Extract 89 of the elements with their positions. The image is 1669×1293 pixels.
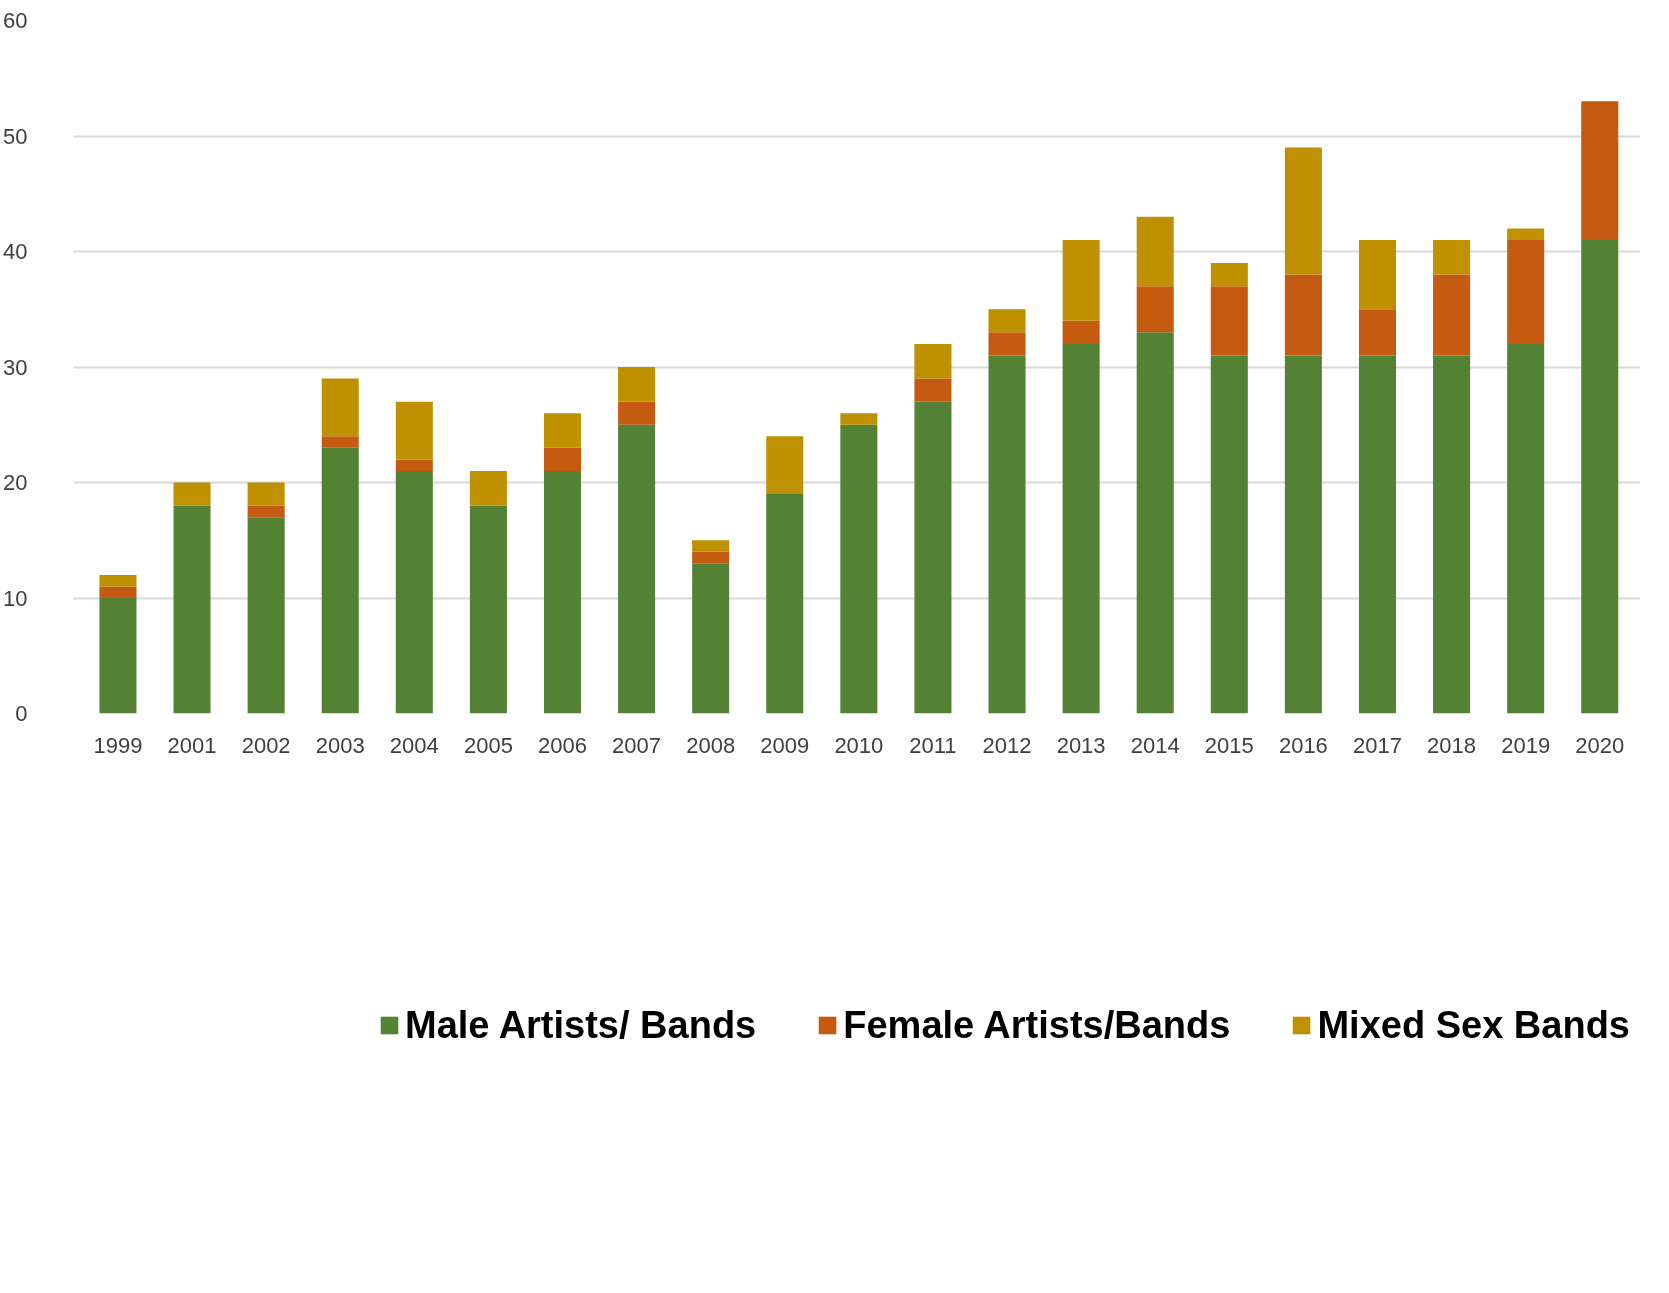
bar bbox=[99, 586, 137, 598]
y-tick-label: 30 bbox=[3, 354, 28, 380]
x-tick-label: 2017 bbox=[1353, 732, 1402, 758]
bar bbox=[469, 505, 507, 714]
legend-label: Mixed Sex Bands bbox=[1317, 1003, 1630, 1047]
bar bbox=[1507, 228, 1545, 240]
x-tick-label: 2014 bbox=[1130, 732, 1180, 758]
x-tick-label: 1999 bbox=[93, 732, 143, 758]
bar bbox=[1062, 343, 1100, 714]
x-tick-label: 2004 bbox=[389, 732, 439, 758]
bar bbox=[618, 367, 656, 402]
bar bbox=[543, 470, 582, 714]
y-tick-label: 20 bbox=[3, 470, 28, 495]
bar bbox=[692, 563, 730, 714]
bar bbox=[1284, 147, 1322, 275]
bar bbox=[1507, 343, 1545, 714]
x-tick-label: 2009 bbox=[760, 732, 810, 758]
bar bbox=[173, 505, 211, 714]
bar bbox=[247, 517, 285, 714]
bar bbox=[1062, 239, 1100, 321]
bar bbox=[469, 470, 507, 506]
x-tick-label: 2002 bbox=[241, 732, 291, 758]
bar bbox=[543, 447, 582, 471]
bar bbox=[99, 574, 137, 587]
bar bbox=[247, 482, 285, 506]
x-tick-label: 2001 bbox=[167, 732, 217, 758]
bar bbox=[766, 494, 804, 714]
x-tick-label: 2003 bbox=[315, 732, 365, 758]
x-tick-label: 2020 bbox=[1575, 732, 1625, 758]
legend-label: Male Artists/ Bands bbox=[405, 1003, 757, 1047]
bar bbox=[1433, 274, 1471, 356]
bar bbox=[914, 343, 952, 379]
x-tick-label: 2006 bbox=[538, 732, 587, 758]
bar bbox=[988, 355, 1026, 714]
x-tick-label: 2016 bbox=[1278, 732, 1328, 758]
bar bbox=[321, 378, 359, 437]
x-tick-label: 2005 bbox=[463, 732, 513, 758]
bar bbox=[914, 401, 952, 714]
bar bbox=[1062, 320, 1100, 344]
y-tick-label: 40 bbox=[3, 239, 28, 264]
bar bbox=[1358, 239, 1396, 310]
x-tick-label: 2007 bbox=[612, 732, 662, 758]
y-tick-label: 50 bbox=[3, 123, 28, 149]
x-tick-label: 2018 bbox=[1427, 732, 1477, 758]
bar bbox=[692, 551, 730, 564]
bar bbox=[914, 378, 952, 402]
bar bbox=[395, 401, 433, 460]
bar bbox=[1284, 274, 1322, 356]
bar bbox=[395, 459, 433, 471]
bar bbox=[766, 436, 804, 495]
bar bbox=[1358, 309, 1396, 356]
bar bbox=[1136, 216, 1174, 287]
x-tick-label: 2010 bbox=[834, 732, 884, 758]
bar bbox=[321, 436, 359, 448]
x-tick-label: 2015 bbox=[1204, 732, 1254, 758]
x-tick-label: 2008 bbox=[686, 732, 736, 758]
bar bbox=[1210, 355, 1248, 714]
legend-label: Female Artists/Bands bbox=[843, 1003, 1231, 1047]
bar bbox=[173, 482, 211, 506]
bar bbox=[1581, 101, 1619, 240]
bar bbox=[840, 424, 878, 714]
bar bbox=[618, 424, 656, 714]
x-tick-label: 2019 bbox=[1501, 732, 1551, 758]
x-tick-label: 2013 bbox=[1056, 732, 1106, 758]
bar bbox=[1507, 239, 1545, 344]
y-tick-label: 10 bbox=[3, 585, 28, 611]
bar bbox=[543, 413, 582, 448]
bar bbox=[1136, 332, 1174, 714]
x-tick-label: 2012 bbox=[982, 732, 1032, 758]
x-tick-label: 2011 bbox=[909, 732, 957, 758]
bar bbox=[1210, 286, 1248, 356]
bar bbox=[618, 401, 656, 425]
bar bbox=[1284, 355, 1322, 714]
bar bbox=[1433, 239, 1471, 275]
bar bbox=[988, 332, 1026, 356]
y-tick-label: 60 bbox=[3, 8, 28, 33]
bar bbox=[99, 598, 137, 714]
bar bbox=[840, 413, 878, 425]
bar bbox=[395, 470, 433, 714]
bar bbox=[1136, 286, 1174, 333]
y-tick-label: 0 bbox=[15, 701, 28, 726]
bar bbox=[247, 505, 285, 518]
bar bbox=[1210, 263, 1248, 287]
bar bbox=[692, 540, 730, 552]
bar bbox=[1358, 355, 1396, 714]
bar bbox=[1433, 355, 1471, 714]
bar bbox=[321, 447, 359, 714]
bar bbox=[1581, 239, 1619, 714]
bar bbox=[988, 309, 1026, 333]
